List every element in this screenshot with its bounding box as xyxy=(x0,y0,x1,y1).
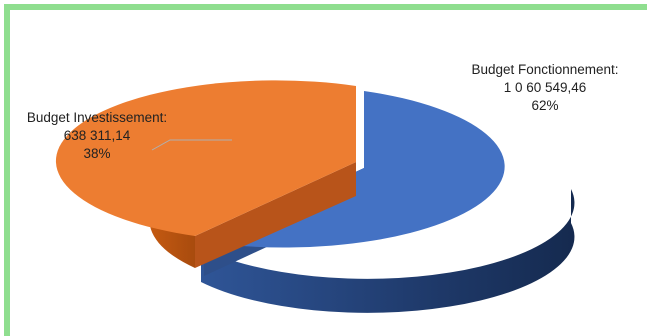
label-investissement-name: Budget Investissement: xyxy=(27,110,167,125)
slice-fonctionnement-side xyxy=(201,189,575,313)
label-fonctionnement-name: Budget Fonctionnement: xyxy=(471,62,618,77)
slice-investissement xyxy=(55,80,356,268)
label-fonctionnement-percent: 62% xyxy=(531,98,558,113)
slice-investissement-inner-wall xyxy=(195,162,356,268)
label-fonctionnement: Budget Fonctionnement: 1 0 60 549,46 62% xyxy=(471,62,618,113)
label-fonctionnement-value: 1 0 60 549,46 xyxy=(504,80,587,95)
label-investissement-value: 638 311,14 xyxy=(64,128,131,143)
chart-frame xyxy=(4,4,647,336)
label-investissement-percent: 38% xyxy=(83,146,110,161)
label-investissement: Budget Investissement: 638 311,14 38% xyxy=(27,110,167,161)
slice-investissement-top xyxy=(55,80,356,237)
leader-line-investissement xyxy=(151,139,232,151)
